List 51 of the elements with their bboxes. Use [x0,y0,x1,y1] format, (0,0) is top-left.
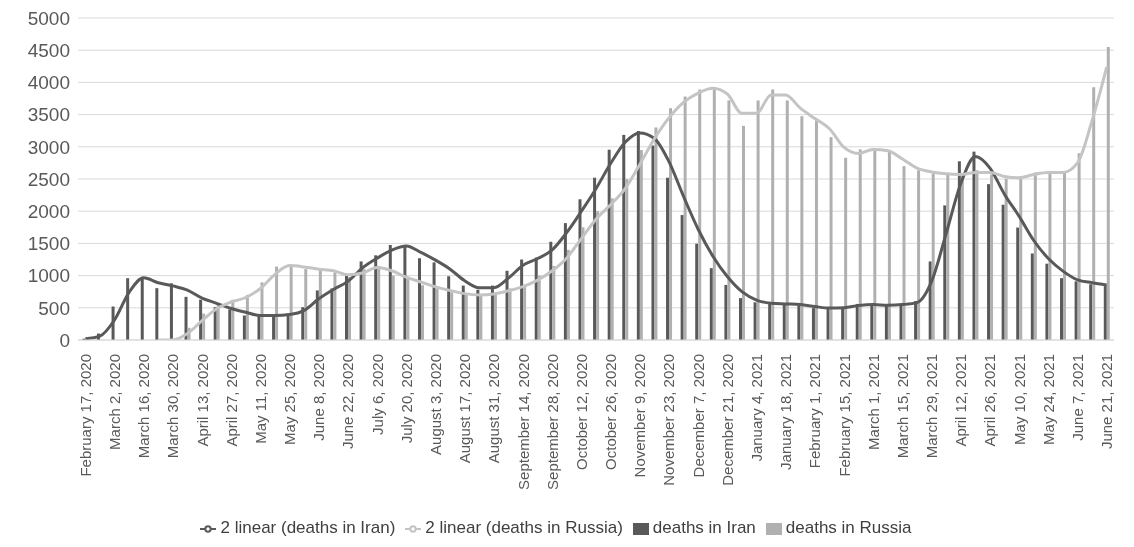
x-tick-label: August 17, 2020 [456,354,474,464]
x-tick-label: October 12, 2020 [572,354,590,470]
x-tick-label: June 7, 2021 [1069,354,1087,441]
x-tick-label: August 3, 2020 [426,354,444,455]
x-tick-label: April 13, 2020 [193,354,211,447]
x-tick-label: February 15, 2021 [835,354,853,477]
y-tick-label: 5000 [27,7,70,29]
x-tick-label: July 20, 2020 [397,354,415,444]
y-tick-label: 2500 [27,168,70,190]
x-tick-label: March 1, 2021 [864,354,882,450]
x-tick-label: March 15, 2021 [893,354,911,459]
y-tick-label: 4000 [27,72,70,94]
x-tick-label: April 27, 2020 [222,354,240,447]
x-tick-label: July 6, 2020 [368,354,386,435]
x-tick-label: April 12, 2021 [952,354,970,447]
x-tick-label: March 30, 2020 [164,354,182,459]
x-tick-label: February 17, 2020 [76,354,94,477]
legend-label: deaths in Iran [652,518,756,537]
x-tick-label: November 23, 2020 [660,354,678,486]
x-tick-label: May 11, 2020 [251,354,269,444]
x-tick-label: December 21, 2020 [718,354,736,486]
x-tick-label: January 18, 2021 [777,354,795,470]
x-tick-label: March 2, 2020 [105,354,123,450]
y-tick-label: 3500 [27,104,70,126]
x-tick-label: December 7, 2020 [689,354,707,478]
x-tick-label: November 9, 2020 [631,354,649,478]
x-tick-label: September 28, 2020 [543,354,561,490]
legend-label: 2 linear (deaths in Iran) [220,518,396,537]
y-tick-label: 2000 [27,200,70,222]
x-tick-label: April 26, 2021 [981,354,999,447]
x-tick-label: May 24, 2021 [1039,354,1057,445]
y-tick-label: 0 [59,329,70,351]
y-tick-label: 3000 [27,136,70,158]
x-tick-label: February 1, 2021 [806,354,824,469]
x-tick-label: March 16, 2020 [135,354,153,459]
x-tick-label: March 29, 2021 [923,354,941,459]
legend-label: deaths in Russia [785,518,912,537]
x-tick-label: October 26, 2020 [602,354,620,470]
x-tick-label: May 25, 2020 [281,354,299,445]
x-tick-label: September 14, 2020 [514,354,532,490]
y-tick-label: 500 [38,297,70,319]
y-tick-label: 1000 [27,265,70,287]
y-tick-label: 4500 [27,39,70,61]
legend-label: 2 linear (deaths in Russia) [425,518,623,537]
x-tick-label: August 31, 2020 [485,354,503,464]
x-tick-label: June 22, 2020 [339,354,357,450]
x-tick-label: June 21, 2021 [1098,354,1116,450]
y-tick-label: 1500 [27,233,70,255]
x-tick-label: January 4, 2021 [748,354,766,462]
x-tick-label: May 10, 2021 [1010,354,1028,445]
x-tick-label: June 8, 2020 [310,354,328,441]
